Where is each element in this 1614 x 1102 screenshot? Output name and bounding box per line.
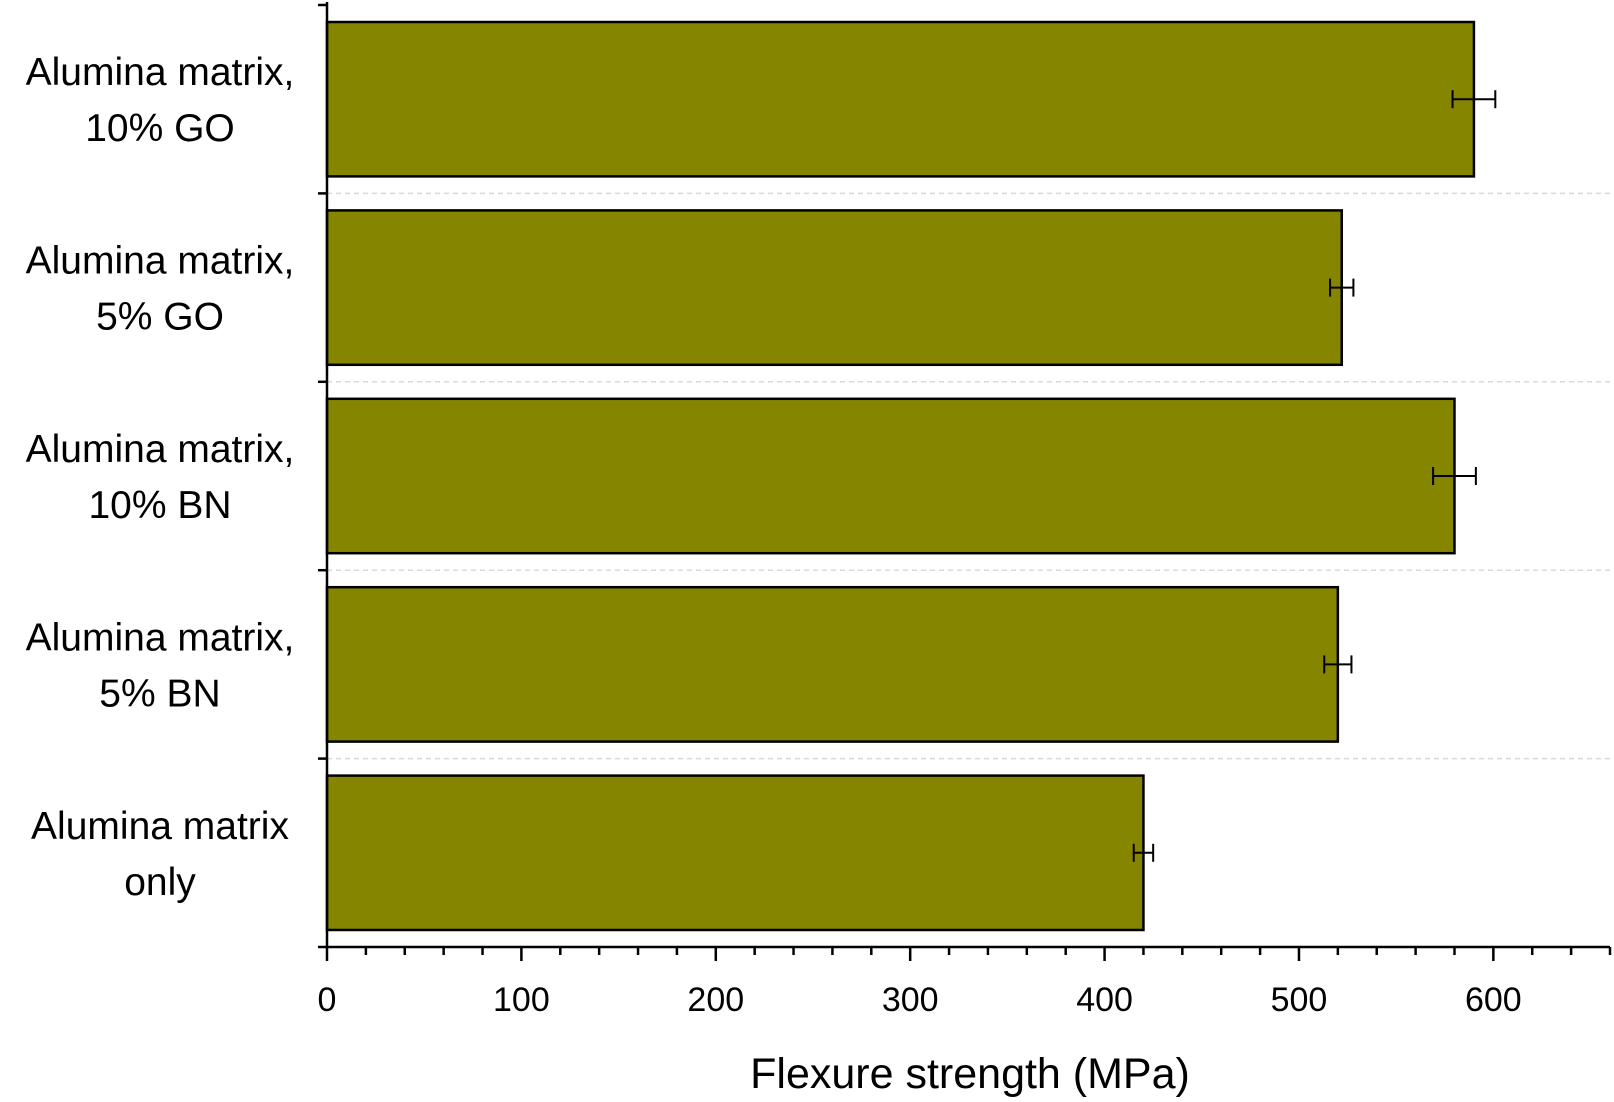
x-tick-label: 300 — [882, 981, 939, 1019]
category-label-line: Alumina matrix, — [26, 616, 295, 659]
x-tick-label: 200 — [687, 981, 744, 1019]
category-label-line: only — [124, 861, 196, 904]
label-layer: Alumina matrix, 10% GO Alumina matrix, 5% G… — [26, 51, 1522, 1019]
bar — [325, 397, 1456, 555]
x-tick-label: 400 — [1076, 981, 1133, 1019]
category-label-line: 5% GO — [96, 296, 224, 339]
bar — [325, 209, 1343, 367]
x-tick-label: 600 — [1465, 981, 1522, 1019]
category-label-line: 10% GO — [85, 107, 235, 150]
bar — [325, 20, 1476, 178]
x-tick-label: 0 — [318, 981, 337, 1019]
category-label: Alumina matrix, 5% BN — [26, 616, 295, 715]
bar-layer — [325, 20, 1497, 932]
bar — [325, 585, 1340, 743]
category-label-line: Alumina matrix, — [26, 428, 295, 471]
category-label-line: 10% BN — [88, 484, 231, 527]
category-label: Alumina matrix, 10% GO — [26, 51, 295, 150]
category-label: Alumina matrix, 10% BN — [26, 428, 295, 527]
axis-layer — [318, 2, 1612, 961]
category-label: Alumina matrix, 5% GO — [26, 240, 295, 339]
x-tick-label: 100 — [493, 981, 550, 1019]
x-axis-title: Flexure strength (MPa) — [750, 1050, 1190, 1098]
grid-layer — [327, 192, 1610, 760]
category-label-line: Alumina matrix, — [26, 240, 295, 283]
category-label-line: 5% BN — [99, 672, 220, 715]
x-tick-label: 500 — [1271, 981, 1328, 1019]
category-label-line: Alumina matrix — [31, 805, 289, 848]
category-label-line: Alumina matrix, — [26, 51, 295, 94]
bar — [325, 774, 1145, 932]
category-label: Alumina matrix only — [31, 805, 289, 904]
